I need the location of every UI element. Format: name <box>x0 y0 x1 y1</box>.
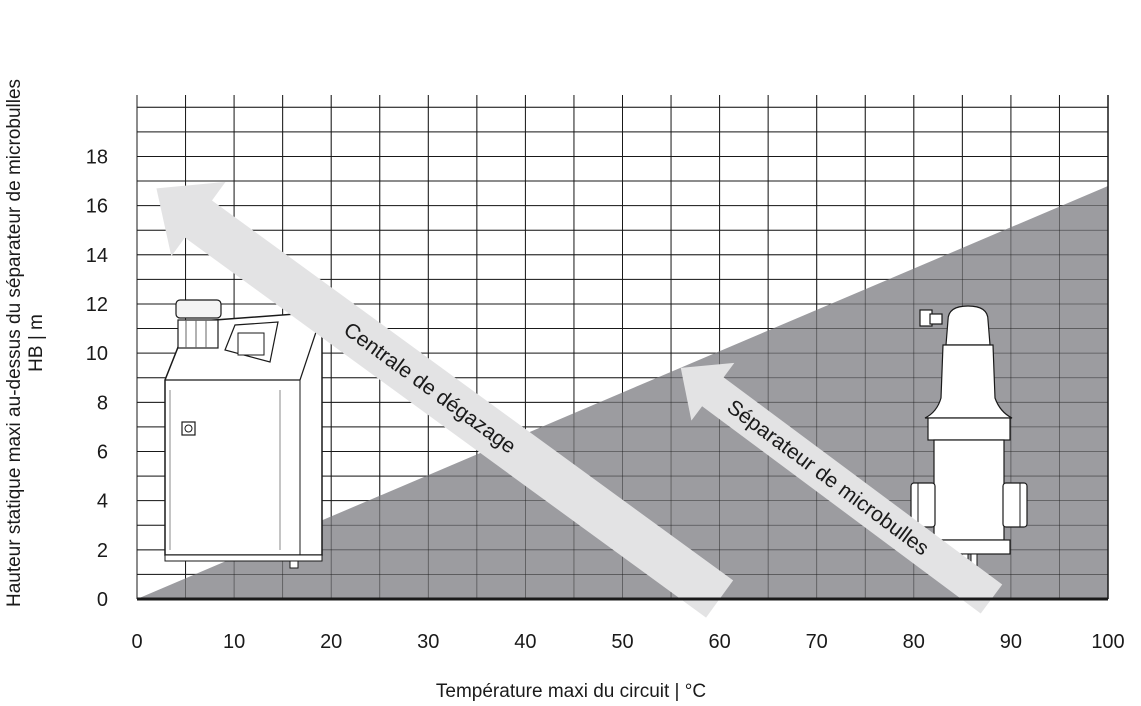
tick-labels: 0 10 20 30 40 50 60 70 80 90 100 0 2 4 6 8 10 12 14 16 18 <box>86 146 1125 653</box>
x-tick-label: 10 <box>223 631 245 653</box>
x-tick-label: 80 <box>903 631 925 653</box>
y-tick-label: 6 <box>97 441 108 463</box>
y-axis-title-line1: Hauteur statique maxi au-dessus du sépar… <box>4 79 25 607</box>
x-tick-label: 40 <box>514 631 536 653</box>
x-tick-label: 30 <box>417 631 439 653</box>
y-tick-label: 0 <box>97 589 108 611</box>
x-tick-label: 50 <box>611 631 633 653</box>
y-tick-label: 14 <box>86 245 108 267</box>
arrow-separator <box>680 362 1003 614</box>
y-axis-title-line2: HB | m <box>26 314 47 372</box>
x-tick-label: 100 <box>1091 631 1124 653</box>
y-tick-label: 2 <box>97 540 108 562</box>
x-tick-label: 20 <box>320 631 342 653</box>
y-tick-label: 10 <box>86 343 108 365</box>
x-tick-label: 0 <box>131 631 142 653</box>
y-tick-label: 12 <box>86 294 108 316</box>
x-axis-title: Température maxi du circuit | °C <box>436 681 706 702</box>
x-tick-label: 90 <box>1000 631 1022 653</box>
y-tick-label: 8 <box>97 392 108 414</box>
degassing-unit-illustration <box>164 299 323 569</box>
x-tick-label: 60 <box>708 631 730 653</box>
y-tick-label: 4 <box>97 491 108 513</box>
y-tick-label: 16 <box>86 196 108 218</box>
arrow-label-degassing: Centrale de dégazage <box>339 318 520 458</box>
y-tick-label: 18 <box>86 146 108 168</box>
x-axis-line <box>137 95 1109 601</box>
x-tick-label: 70 <box>806 631 828 653</box>
arrow-degassing <box>156 181 734 618</box>
